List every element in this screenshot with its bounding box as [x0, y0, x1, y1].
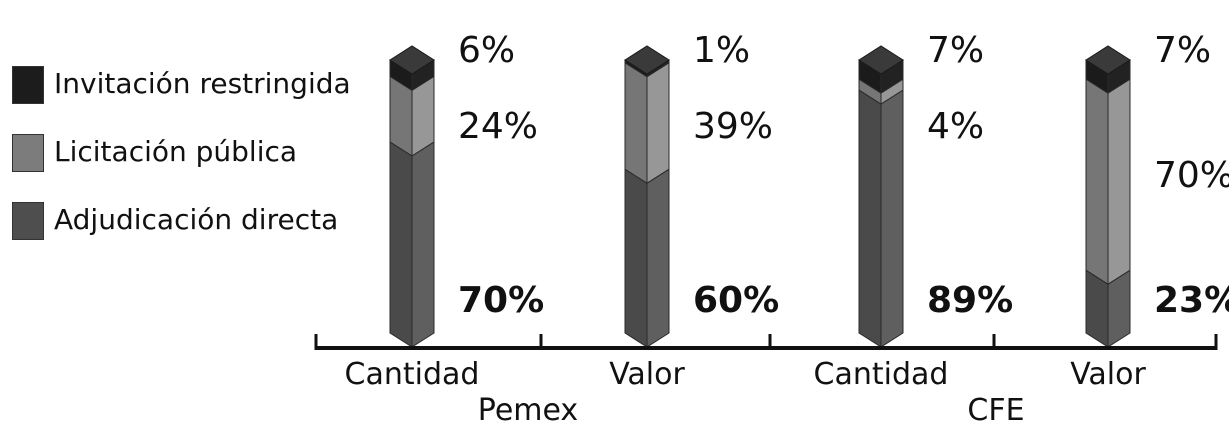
data-label: 4%	[927, 106, 984, 147]
category-label: Valor	[1070, 357, 1146, 392]
data-label: 39%	[693, 106, 773, 147]
bar-segment	[389, 140, 435, 348]
data-label: 60%	[693, 280, 779, 321]
bar-top-cap	[1085, 45, 1131, 75]
data-label: 7%	[1154, 30, 1211, 71]
bar-segment	[389, 75, 435, 157]
legend-label: Adjudicación directa	[54, 203, 339, 236]
bar-top-cap	[389, 45, 435, 75]
bar-segment	[624, 61, 670, 185]
category-label: Valor	[609, 357, 685, 392]
x-axis	[314, 334, 1218, 350]
category-label: Cantidad	[345, 357, 480, 392]
bar-segment	[1085, 269, 1131, 348]
group-label: Pemex	[478, 393, 578, 428]
legend-swatch	[12, 66, 44, 104]
bar-segment	[624, 168, 670, 348]
bars-layer	[389, 45, 1131, 348]
data-label: 7%	[927, 30, 984, 71]
bar-0	[389, 45, 435, 348]
data-label: 24%	[458, 106, 538, 147]
bar-top-cap	[624, 45, 670, 75]
bar-3	[1085, 45, 1131, 348]
data-label: 6%	[458, 30, 515, 71]
category-label: Cantidad	[814, 357, 949, 392]
data-label: 89%	[927, 280, 1013, 321]
legend-swatch	[12, 202, 44, 240]
data-label: 70%	[458, 280, 544, 321]
data-label: 1%	[693, 30, 750, 71]
data-label: 23%	[1154, 280, 1229, 321]
labels-layer: 70% 24% 6% Cantidad 60% 39% 1% Valor 89% 4% 7% Cant…	[345, 30, 1229, 428]
bar-1	[624, 45, 670, 348]
legend-label: Invitación restringida	[54, 67, 351, 100]
bar-top-cap	[858, 45, 904, 75]
bar-2	[858, 45, 904, 348]
bar-segment	[1085, 78, 1131, 286]
legend-swatch	[12, 134, 44, 172]
bar-segment	[858, 89, 904, 348]
data-label: 70%	[1154, 155, 1229, 196]
legend-label: Licitación pública	[54, 135, 298, 168]
group-label: CFE	[967, 393, 1024, 428]
